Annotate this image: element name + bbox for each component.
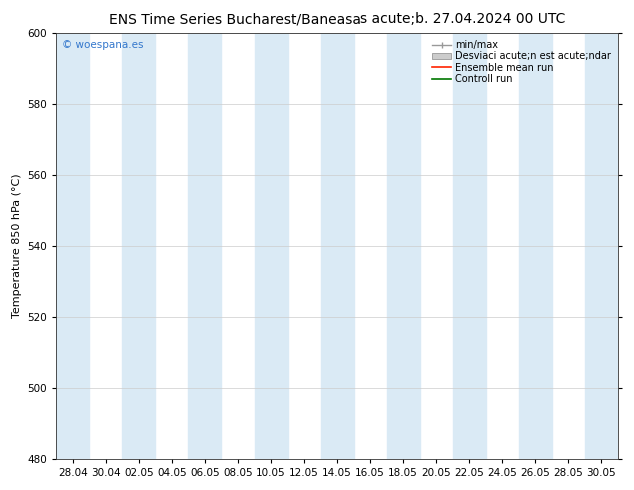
Bar — [519, 33, 552, 459]
Bar — [585, 33, 618, 459]
Text: © woespana.es: © woespana.es — [62, 40, 143, 49]
Bar — [188, 33, 221, 459]
Legend: min/max, Desviaci acute;n est acute;ndar, Ensemble mean run, Controll run: min/max, Desviaci acute;n est acute;ndar… — [430, 38, 613, 86]
Bar — [122, 33, 155, 459]
Bar — [387, 33, 420, 459]
Bar — [254, 33, 288, 459]
Bar — [453, 33, 486, 459]
Text: s acute;b. 27.04.2024 00 UTC: s acute;b. 27.04.2024 00 UTC — [360, 12, 566, 26]
Y-axis label: Temperature 850 hPa (°C): Temperature 850 hPa (°C) — [12, 174, 22, 318]
Text: ENS Time Series Bucharest/Baneasa: ENS Time Series Bucharest/Baneasa — [108, 12, 361, 26]
Bar — [321, 33, 354, 459]
Bar — [56, 33, 89, 459]
